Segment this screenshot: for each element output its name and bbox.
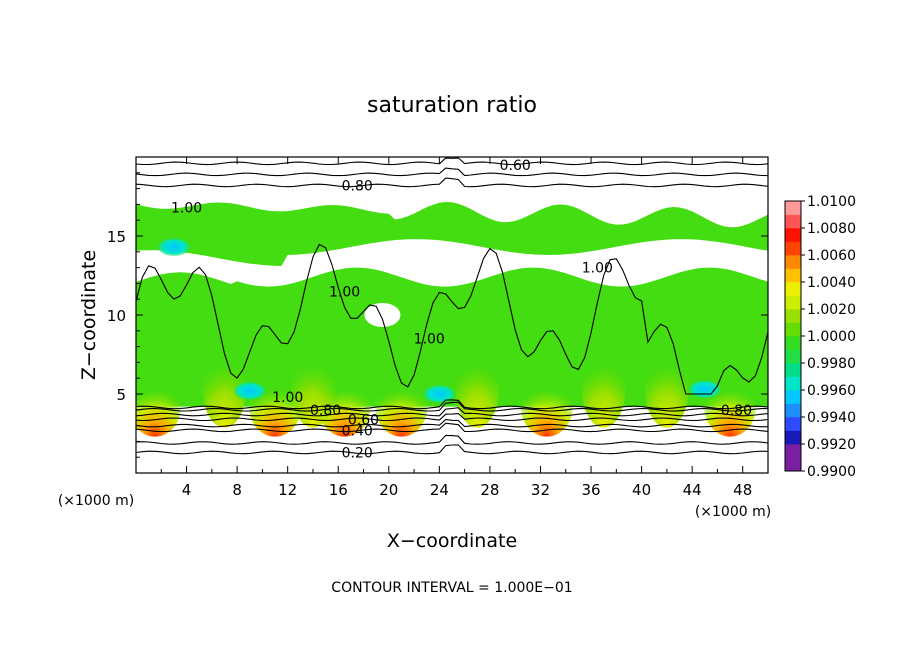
contour-lines	[136, 157, 768, 455]
subsaturated-pocket-1	[157, 238, 190, 257]
colorbar-label-7: 0.9980	[807, 356, 856, 372]
contour-label-6: 1.00	[414, 332, 445, 348]
colorbar-label-5: 1.0020	[807, 302, 856, 318]
y-tick-label-10: 10	[107, 307, 126, 325]
contour-interval-note: CONTOUR INTERVAL = 1.000E−01	[331, 580, 572, 596]
contour-label-2: 0.80	[342, 178, 373, 194]
x-tick-label-20: 20	[379, 481, 398, 499]
x-tick-label-28: 28	[480, 481, 499, 499]
colorbar-band-19	[785, 201, 801, 215]
contour-label-3: 1.00	[171, 201, 202, 217]
contour-label-1: 0.60	[500, 158, 531, 174]
contour-label-11: 0.20	[342, 445, 373, 461]
x-axis-ticks: 4 8 12 16 20 24 28 32 36 40 44 48	[160, 157, 752, 499]
contour-labels: 0.600.801.001.001.001.001.000.800.600.40…	[171, 158, 752, 462]
colorbar-band-10	[785, 322, 801, 337]
x-tick-label-48: 48	[733, 481, 752, 499]
contour-line-saturation	[136, 210, 768, 395]
colorbar-band-17	[785, 228, 801, 242]
x-tick-label-8: 8	[232, 481, 242, 499]
colorbar-label-11: 0.9900	[807, 464, 856, 480]
x-tick-label-24: 24	[430, 481, 449, 499]
contour-line-5	[136, 413, 768, 422]
warm-plume-1	[202, 347, 247, 428]
colorbar-label-6: 1.0000	[807, 329, 856, 345]
colorbar-band-12	[785, 295, 801, 310]
x-tick-label-4: 4	[182, 481, 192, 499]
contour-line-3	[136, 422, 768, 433]
colorbar-band-14	[785, 268, 801, 283]
contour-line-6	[136, 407, 768, 417]
x-tick-label-40: 40	[632, 481, 651, 499]
contour-line-1	[136, 444, 768, 455]
subsaturated-pocket-3	[423, 385, 456, 403]
cloud-base-5	[520, 376, 573, 437]
x-tick-label-44: 44	[683, 481, 702, 499]
contour-label-7: 1.00	[272, 390, 303, 406]
contour-label-5: 1.00	[329, 284, 360, 300]
colorbar-label-2: 1.0080	[807, 221, 856, 237]
y-axis-ticks: 5 10 15	[107, 172, 768, 458]
colorbar-band-8	[785, 349, 801, 364]
colorbar-band-16	[785, 241, 801, 256]
colorbar-band-18	[785, 214, 801, 229]
colorbar-band-9	[785, 336, 801, 350]
colorbar-label-9: 0.9940	[807, 410, 856, 426]
colorbar-label-1: 1.0100	[807, 194, 856, 210]
colorbar-band-4	[785, 403, 801, 418]
y-axis-label: Z−coordinate	[78, 250, 100, 380]
subsaturated-pocket-4	[688, 380, 721, 399]
x-tick-label-36: 36	[581, 481, 600, 499]
colorbar-label-3: 1.0060	[807, 248, 856, 264]
x-tick-label-12: 12	[278, 481, 297, 499]
x-tick-label-16: 16	[329, 481, 348, 499]
dry-band	[136, 239, 768, 287]
subsaturated-pocket-2	[233, 381, 266, 400]
contour-label-8: 0.80	[310, 403, 341, 419]
contour-line-4	[136, 419, 768, 428]
colorbar-band-11	[785, 309, 801, 323]
colorbar-label-8: 0.9960	[807, 383, 856, 399]
colorbar: 1.0100 1.0080 1.0060 1.0040 1.0020 1.0000 0.99…	[784, 194, 856, 480]
contour-line-2	[136, 434, 768, 445]
contour-label-10: 0.40	[342, 423, 373, 439]
colorbar-band-2	[785, 430, 801, 445]
contour-label-9: 0.60	[348, 412, 379, 428]
colorbar-band-13	[785, 282, 801, 296]
x-unit-label: (×1000 m)	[695, 504, 771, 520]
contour-line-7	[136, 401, 768, 412]
colorbar-label-4: 1.0040	[807, 275, 856, 291]
x-tick-label-32: 32	[531, 481, 550, 499]
contour-label-4: 1.00	[582, 261, 613, 277]
contour-line-9	[136, 177, 768, 188]
colorbar-band-1	[785, 444, 801, 472]
y-unit-label: (×1000 m)	[58, 493, 134, 509]
dry-pocket	[364, 303, 401, 327]
colorbar-band-6	[785, 376, 801, 391]
colorbar-band-3	[785, 417, 801, 431]
cloud-base-1	[136, 376, 181, 437]
saturation-field	[136, 202, 768, 437]
colorbar-band-5	[785, 390, 801, 404]
warm-plume-2	[290, 347, 335, 428]
colorbar-label-10: 0.9920	[807, 437, 856, 453]
contour-line-10	[136, 167, 768, 177]
chart-title: saturation ratio	[367, 93, 537, 118]
y-tick-label-5: 5	[116, 386, 126, 404]
contour-label-12: 0.80	[721, 403, 752, 419]
colorbar-band-15	[785, 255, 801, 269]
y-tick-label-15: 15	[107, 228, 126, 246]
x-axis-label: X−coordinate	[387, 530, 517, 552]
contour-line-8	[136, 399, 768, 410]
contour-line-11	[136, 157, 768, 166]
colorbar-band-7	[785, 363, 801, 377]
